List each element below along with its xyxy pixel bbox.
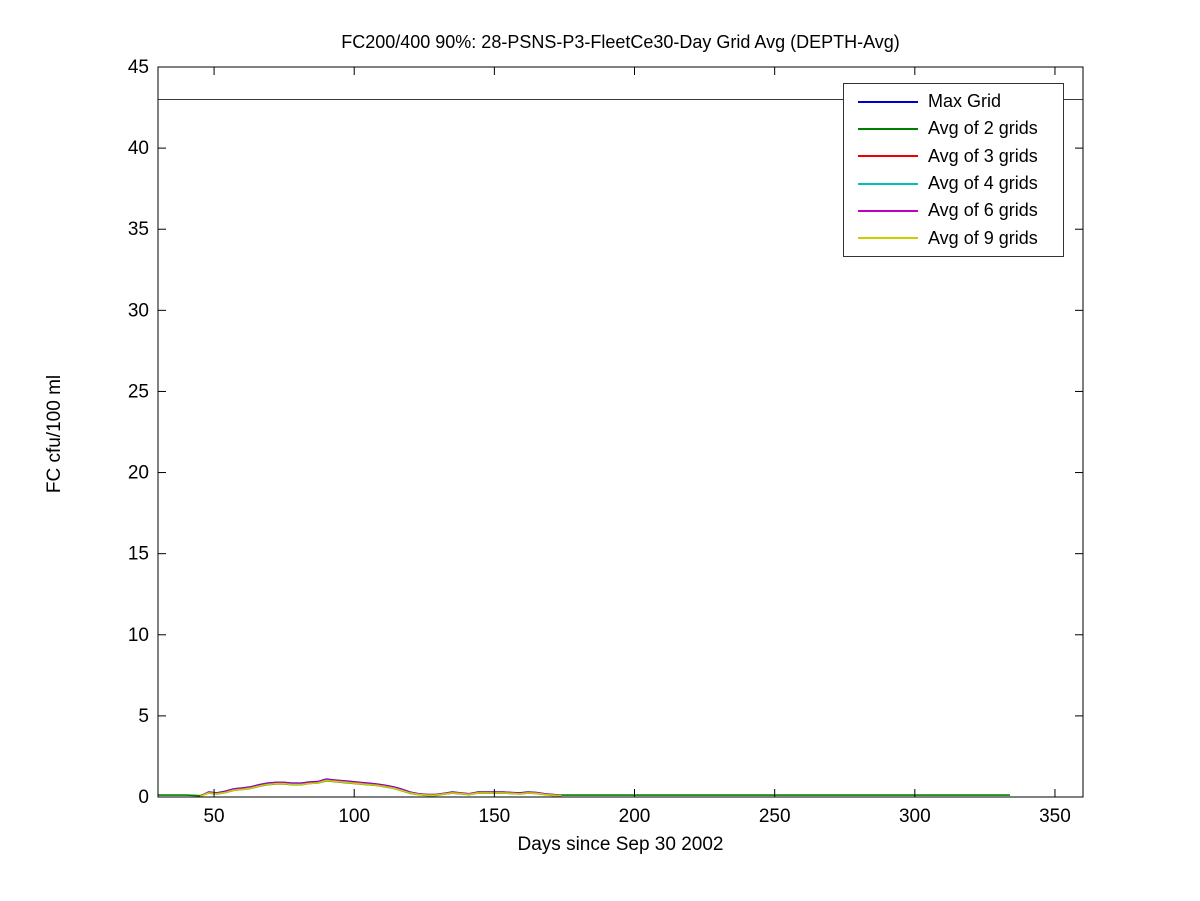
- legend-label: Avg of 2 grids: [928, 118, 1038, 139]
- legend-line-swatch-avg6: [858, 209, 918, 212]
- legend-item: Max Grid: [844, 89, 1063, 115]
- legend-label: Avg of 3 grids: [928, 145, 1038, 166]
- svg-text:10: 10: [128, 625, 149, 646]
- svg-text:15: 15: [128, 544, 149, 565]
- svg-text:25: 25: [128, 381, 149, 402]
- svg-text:20: 20: [128, 463, 149, 484]
- svg-text:300: 300: [899, 806, 931, 827]
- legend-item: Avg of 6 grids: [844, 198, 1063, 224]
- svg-text:200: 200: [619, 806, 651, 827]
- legend-item: Avg of 3 grids: [844, 143, 1063, 169]
- legend-line-swatch-avg3: [858, 155, 918, 158]
- x-axis-label: Days since Sep 30 2002: [517, 834, 724, 855]
- legend-label: Avg of 6 grids: [928, 200, 1038, 221]
- legend-label: Avg of 9 grids: [928, 227, 1038, 248]
- svg-text:350: 350: [1039, 806, 1071, 827]
- legend-line-swatch-max-grid: [858, 100, 918, 103]
- legend-item: Avg of 4 grids: [844, 171, 1063, 197]
- svg-text:40: 40: [128, 138, 149, 159]
- svg-text:250: 250: [759, 806, 791, 827]
- legend-item: Avg of 2 grids: [844, 116, 1063, 142]
- legend-line-swatch-avg9: [858, 237, 918, 240]
- svg-text:35: 35: [128, 219, 149, 240]
- legend: Max Grid Avg of 2 grids Avg of 3 grids A…: [843, 83, 1064, 257]
- svg-text:0: 0: [138, 787, 149, 808]
- legend-label: Max Grid: [928, 91, 1002, 112]
- chart-title: FC200/400 90%: 28-PSNS-P3-FleetCe30-Day …: [341, 32, 900, 52]
- legend-label: Avg of 4 grids: [928, 173, 1038, 194]
- svg-text:150: 150: [479, 806, 511, 827]
- legend-item: Avg of 9 grids: [844, 225, 1063, 251]
- svg-text:45: 45: [128, 57, 149, 78]
- svg-text:5: 5: [138, 706, 149, 727]
- legend-line-swatch-avg4: [858, 182, 918, 185]
- svg-text:100: 100: [338, 806, 370, 827]
- svg-text:30: 30: [128, 300, 149, 321]
- svg-text:50: 50: [203, 806, 224, 827]
- legend-line-swatch-avg2: [858, 127, 918, 130]
- y-axis-label: FC cfu/100 ml: [44, 374, 65, 494]
